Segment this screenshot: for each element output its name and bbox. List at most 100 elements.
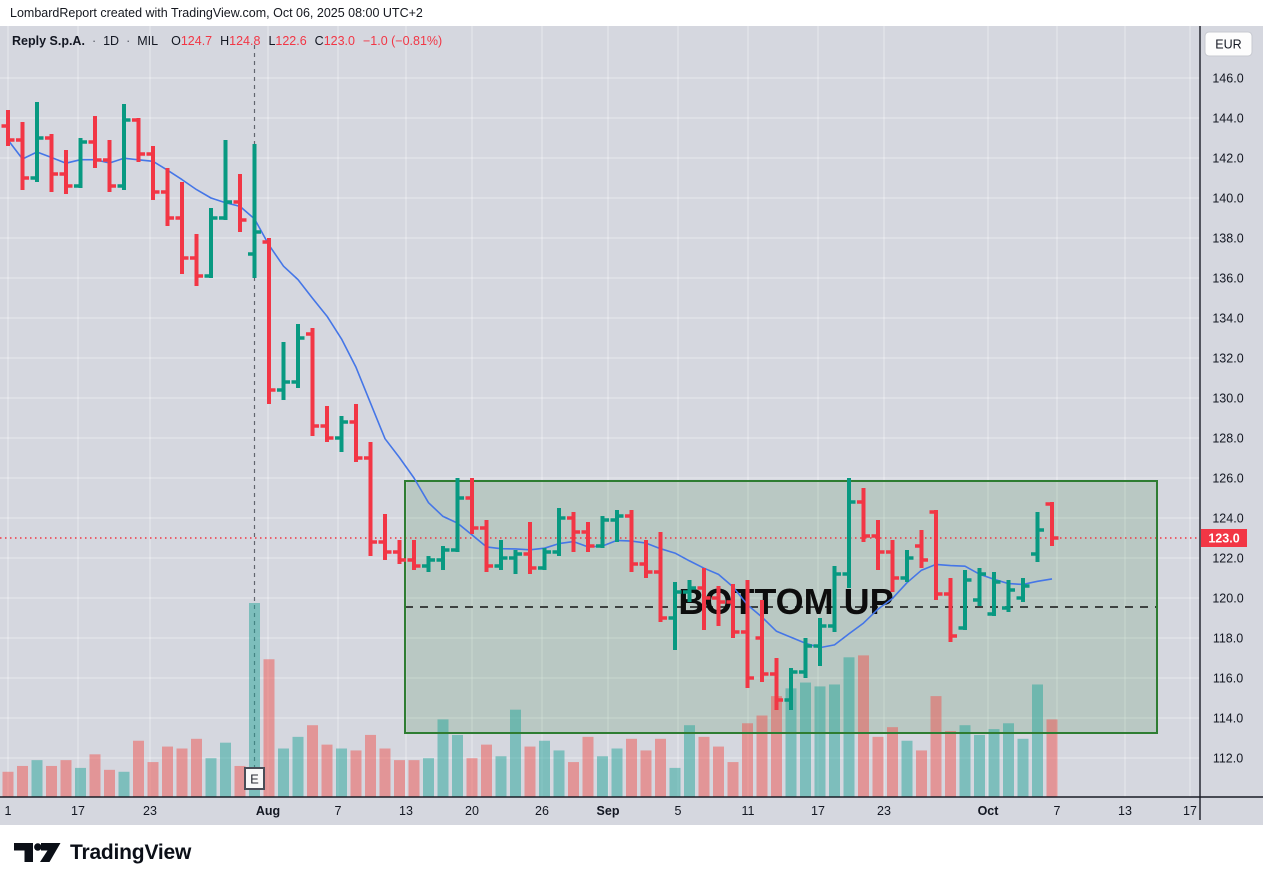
- volume-bar: [162, 746, 173, 797]
- volume-bar: [220, 742, 231, 797]
- volume-bar: [75, 767, 86, 797]
- volume-bar: [17, 765, 28, 797]
- volume-bar: [1003, 723, 1014, 797]
- time-axis-label[interactable]: Oct: [978, 804, 1000, 818]
- legend-separator: ·: [91, 34, 97, 48]
- time-axis-label[interactable]: 11: [742, 804, 755, 818]
- time-axis-label[interactable]: Aug: [256, 804, 280, 818]
- volume-bar: [423, 758, 434, 797]
- close-value: 123.0: [323, 34, 355, 48]
- volume-bar: [205, 758, 217, 797]
- price-axis-label[interactable]: 138.0: [1212, 232, 1243, 246]
- volume-bar: [843, 657, 855, 797]
- volume-bar: [771, 696, 782, 797]
- time-axis-label[interactable]: 20: [465, 804, 479, 818]
- price-axis-label[interactable]: 140.0: [1212, 192, 1243, 206]
- volume-bar: [974, 734, 985, 797]
- volume-bar: [1017, 738, 1029, 797]
- volume-bar: [1032, 684, 1043, 797]
- last-price-badge-value: 123.0: [1208, 532, 1239, 546]
- volume-bar: [307, 725, 318, 797]
- price-axis-label[interactable]: 134.0: [1212, 312, 1243, 326]
- volume-bar: [829, 684, 840, 797]
- price-axis-label[interactable]: 142.0: [1212, 152, 1243, 166]
- time-axis-label[interactable]: 26: [535, 804, 549, 818]
- volume-bar: [234, 765, 246, 797]
- price-axis-label[interactable]: 120.0: [1212, 592, 1243, 606]
- price-axis-label[interactable]: 128.0: [1212, 432, 1243, 446]
- volume-bar: [408, 760, 420, 797]
- time-axis-label[interactable]: 1: [5, 804, 12, 818]
- volume-bar: [191, 738, 202, 797]
- symbol-name: Reply S.p.A.: [12, 34, 85, 48]
- time-axis-label[interactable]: 13: [399, 804, 413, 818]
- price-axis-label[interactable]: 126.0: [1212, 472, 1243, 486]
- earnings-marker[interactable]: [244, 767, 265, 790]
- price-axis-label[interactable]: 114.0: [1213, 712, 1243, 726]
- earnings-marker-label: E: [250, 772, 259, 787]
- volume-bar: [553, 750, 565, 797]
- time-axis-label[interactable]: 17: [1183, 804, 1197, 818]
- low-value: 122.6: [275, 34, 307, 48]
- time-axis-label[interactable]: 17: [811, 804, 825, 818]
- price-axis-label[interactable]: 112.0: [1213, 752, 1243, 766]
- volume-bar: [292, 736, 304, 797]
- volume-bar: [901, 740, 913, 797]
- time-axis-label[interactable]: 7: [335, 804, 342, 818]
- time-axis-label[interactable]: 7: [1054, 804, 1061, 818]
- price-axis-label[interactable]: 132.0: [1212, 352, 1243, 366]
- volume-bar: [669, 767, 681, 797]
- volume-bar: [684, 725, 695, 797]
- time-axis-label[interactable]: 23: [143, 804, 157, 818]
- price-axis-label[interactable]: 118.0: [1213, 632, 1243, 646]
- last-price-badge: [1201, 529, 1247, 547]
- price-axis-label[interactable]: 130.0: [1212, 392, 1243, 406]
- volume-bar: [495, 756, 507, 797]
- volume-bar: [452, 734, 463, 797]
- time-axis-label[interactable]: Sep: [597, 804, 620, 818]
- volume-bar: [800, 682, 811, 797]
- volume-bar: [539, 740, 550, 797]
- footer: TradingView: [14, 841, 191, 865]
- time-axis-label[interactable]: 23: [877, 804, 891, 818]
- price-axis-label[interactable]: 144.0: [1212, 112, 1243, 126]
- time-axis-label[interactable]: 17: [71, 804, 85, 818]
- time-axis-label[interactable]: 5: [675, 804, 682, 818]
- volume-bar: [959, 725, 971, 797]
- tradingview-brand-text: TradingView: [70, 841, 192, 864]
- chart-canvas-background: [0, 26, 1263, 825]
- volume-bar: [727, 762, 739, 797]
- volume-bar: [872, 736, 884, 797]
- currency-badge[interactable]: [1204, 31, 1253, 57]
- credit-line: LombardReport created with TradingView.c…: [10, 6, 423, 20]
- volume-bar: [466, 758, 478, 797]
- symbol-legend[interactable]: Reply S.p.A. · 1D · MIL O 124.7 H 124.8 …: [12, 34, 442, 48]
- volume-bar: [988, 729, 1000, 797]
- annotation-box-border[interactable]: [404, 480, 1158, 734]
- volume-bar: [60, 760, 72, 797]
- price-axis-label[interactable]: 122.0: [1212, 552, 1243, 566]
- price-axis-label[interactable]: 124.0: [1212, 512, 1243, 526]
- time-axis-label[interactable]: 13: [1118, 804, 1132, 818]
- bottom-up-annotation[interactable]: BOTTOM UP: [678, 581, 893, 622]
- price-axis-label[interactable]: 146.0: [1212, 72, 1243, 86]
- volume-bar: [46, 765, 57, 797]
- volume-bar: [437, 719, 449, 797]
- tradingview-logo-icon: [14, 843, 61, 862]
- volume-bar: [698, 736, 710, 797]
- volume-bar: [524, 746, 536, 797]
- volume-bar: [133, 740, 144, 797]
- volume-bar: [713, 746, 724, 797]
- volume-bar: [887, 727, 898, 797]
- price-axis-label[interactable]: 116.0: [1213, 672, 1243, 686]
- volume-bar: [756, 715, 768, 797]
- interval-label: 1D: [103, 34, 120, 48]
- volume-bar: [350, 750, 362, 797]
- low-label: L: [268, 34, 276, 48]
- price-chart[interactable]: BOTTOM UP E 146.0 144.0 142.0 140.0 138.0 136.0…: [0, 0, 1263, 825]
- price-axis-label[interactable]: 136.0: [1212, 272, 1243, 286]
- volume-bar: [379, 748, 391, 797]
- high-label: H: [220, 34, 230, 48]
- volume-bar: [278, 748, 289, 797]
